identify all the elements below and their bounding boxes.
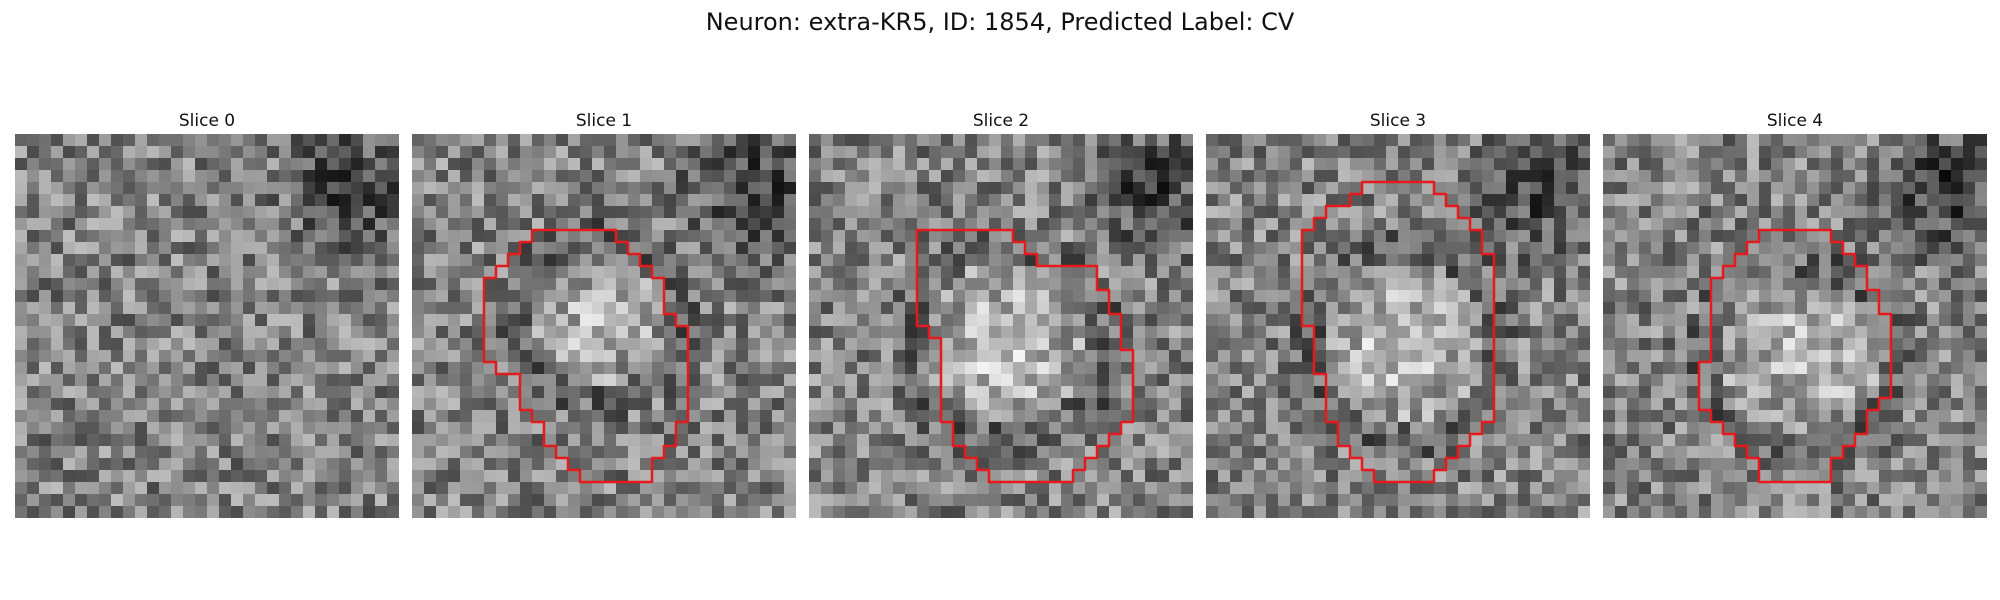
figure-title: Neuron: extra-KR5, ID: 1854, Predicted L… bbox=[705, 8, 1295, 36]
slice-2-image bbox=[809, 134, 1193, 518]
slice-3-title: Slice 3 bbox=[1369, 111, 1427, 131]
slice-1-title: Slice 1 bbox=[575, 111, 633, 131]
slice-2-panel: Slice 2 bbox=[809, 108, 1193, 518]
segmentation-contour bbox=[915, 228, 1135, 484]
segmentation-contour bbox=[482, 228, 690, 484]
slice-1-image bbox=[412, 134, 796, 518]
pixel-grid bbox=[15, 134, 399, 518]
slice-2-title: Slice 2 bbox=[972, 111, 1030, 131]
slice-3-image bbox=[1206, 134, 1590, 518]
segmentation-contour bbox=[1697, 228, 1893, 484]
slice-0-panel: Slice 0 bbox=[15, 108, 399, 518]
slice-0-image bbox=[15, 134, 399, 518]
slice-4-title: Slice 4 bbox=[1766, 111, 1824, 131]
pixel-grid bbox=[1206, 134, 1590, 518]
pixel-grid bbox=[412, 134, 796, 518]
slice-4-image bbox=[1603, 134, 1987, 518]
segmentation-contour bbox=[1300, 180, 1496, 484]
slice-3-panel: Slice 3 bbox=[1206, 108, 1590, 518]
pixel-grid bbox=[1603, 134, 1987, 518]
slice-0-title: Slice 0 bbox=[178, 111, 236, 131]
slice-1-panel: Slice 1 bbox=[412, 108, 796, 518]
pixel-grid bbox=[809, 134, 1193, 518]
slice-4-panel: Slice 4 bbox=[1603, 108, 1987, 518]
